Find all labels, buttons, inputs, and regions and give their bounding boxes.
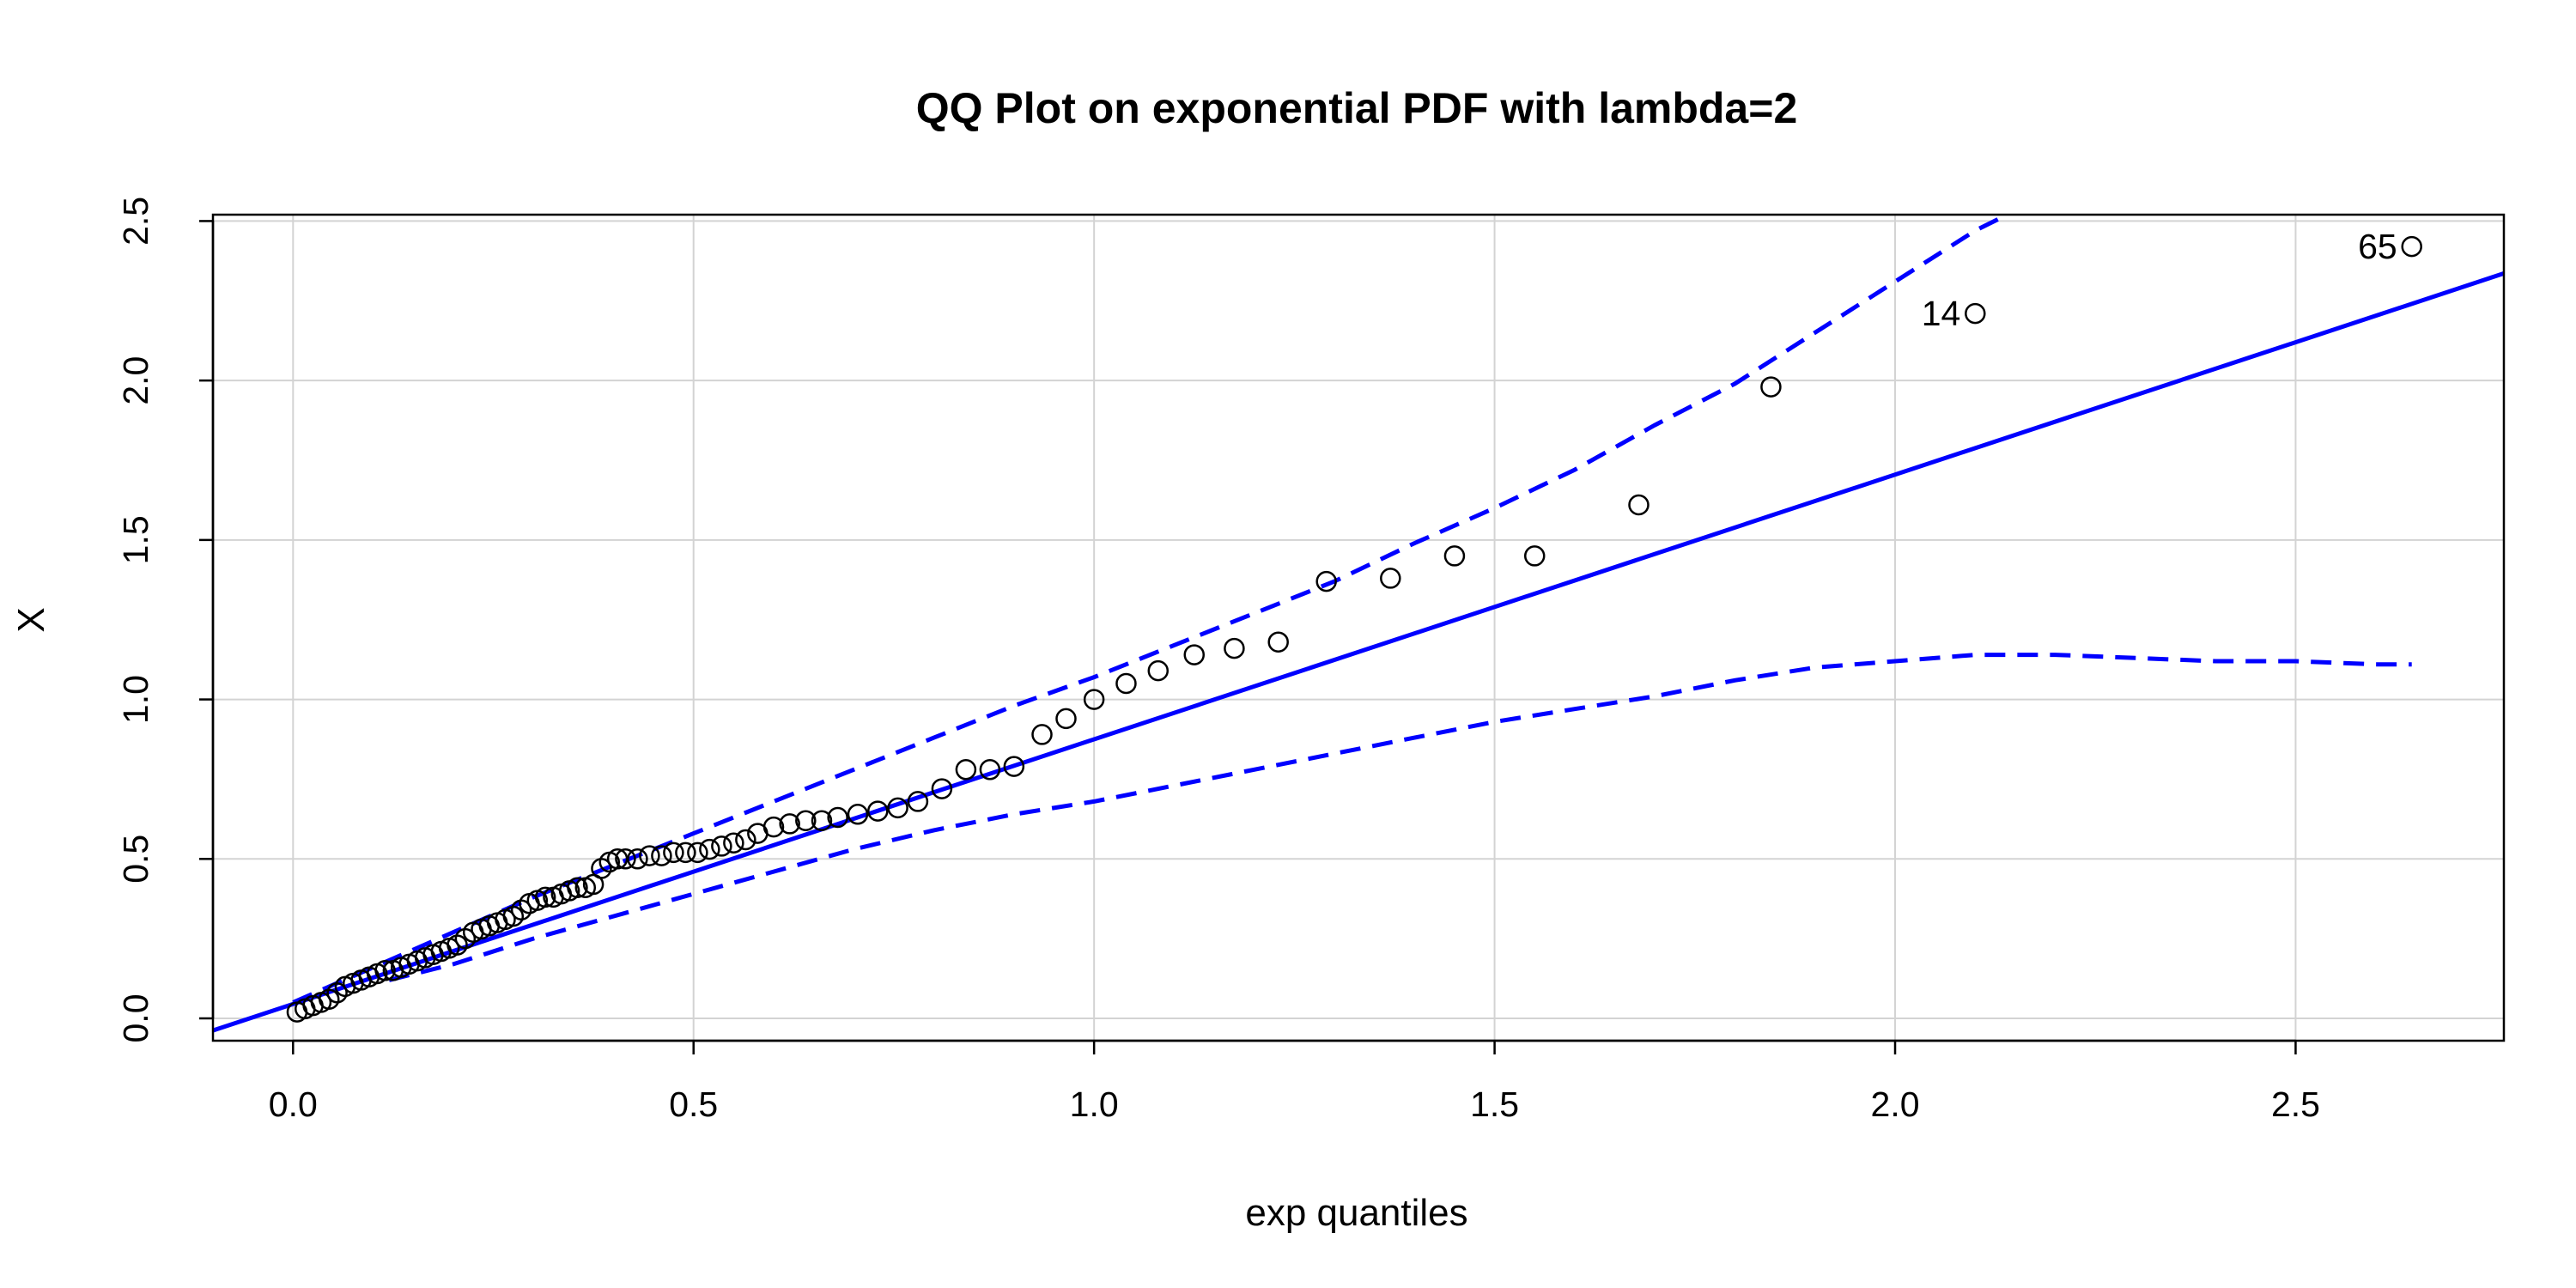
chart-title: QQ Plot on exponential PDF with lambda=2 [916,84,1798,132]
upper-confidence-band [292,212,2008,1005]
x-axis-label: exp quantiles [1245,1192,1467,1234]
point-labels: 14 65 [1922,227,2397,333]
data-point [979,759,1001,781]
reference-line [212,271,2505,1033]
point-label: 14 [1922,294,1961,333]
data-point [811,810,833,831]
data-point [762,816,785,838]
data-point [606,848,629,870]
data-point [1183,644,1206,665]
x-tick-label: 1.0 [1070,1084,1119,1124]
y-tick-label: 2.0 [116,356,155,405]
x-tick-label: 1.5 [1470,1084,1519,1124]
data-point [711,835,732,857]
x-axis: 0.0 0.5 1.0 1.5 2.0 2.5 [269,1039,2320,1124]
data-point [779,813,800,835]
x-tick-label: 0.5 [669,1084,718,1124]
data-point [2401,235,2422,258]
data-point [1003,756,1025,777]
data-point [955,759,977,781]
data-point [867,800,889,822]
data-point [567,877,588,898]
x-tick-label: 0.0 [269,1084,318,1124]
data-point [1083,689,1105,710]
y-axis-label: X [10,607,52,632]
data-point [1224,637,1245,659]
data-point [1267,631,1289,653]
data-point [687,841,708,864]
data-point [1031,724,1053,745]
data-point [1628,494,1649,516]
data-point [887,797,908,819]
data-point [1380,568,1401,589]
data-point [1315,570,1337,592]
data-point [651,845,672,866]
point-label: 65 [2358,227,2397,266]
data-points [286,235,2422,1023]
data-point [627,848,648,870]
data-point [1055,708,1077,730]
data-point [615,848,636,870]
y-tick-label: 2.5 [116,197,155,246]
data-point [1443,545,1466,567]
data-point [534,886,556,908]
data-point [675,841,696,864]
x-tick-label: 2.0 [1871,1084,1920,1124]
confidence-bands [292,212,2412,1005]
data-point [1115,672,1137,695]
data-point [847,804,869,825]
grid-lines [213,215,2504,1041]
y-tick-label: 0.5 [116,835,155,884]
data-point [735,829,756,851]
data-point [827,806,848,829]
y-tick-label: 1.5 [116,515,155,564]
reference-line-group [212,271,2505,1033]
y-tick-label: 0.0 [116,994,155,1043]
data-point [1760,376,1782,398]
data-point [1523,545,1546,567]
lower-confidence-band [388,653,2412,982]
y-tick-label: 1.0 [116,675,155,724]
data-point [1147,659,1170,682]
data-point [699,838,720,860]
data-point [723,832,744,854]
data-point [663,841,684,864]
data-point [374,960,396,981]
data-point [931,778,953,799]
data-point [907,791,929,812]
x-tick-label: 2.5 [2271,1084,2320,1124]
data-point [795,810,817,831]
data-point [639,845,660,866]
data-point [1965,302,1986,325]
y-axis: 0.0 0.5 1.0 1.5 2.0 2.5 [116,197,215,1043]
